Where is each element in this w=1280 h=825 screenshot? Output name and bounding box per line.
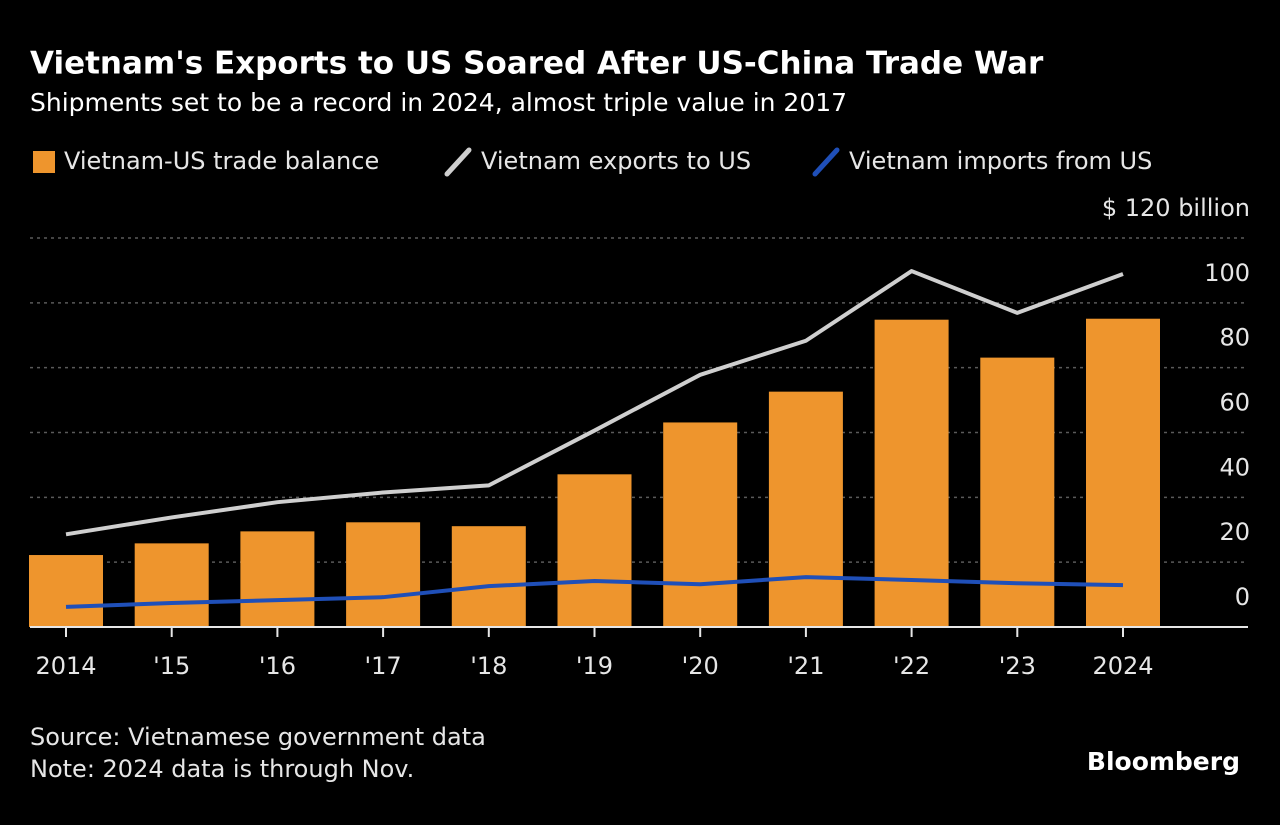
legend-label: Vietnam-US trade balance (64, 147, 379, 175)
bar (980, 357, 1055, 627)
source: Source: Vietnamese government data (30, 723, 486, 751)
legend-swatch (33, 151, 55, 173)
y-tick-label: $ 120 billion (1102, 194, 1250, 222)
legend-swatch (444, 147, 472, 177)
bar (29, 555, 103, 627)
chart-title: Vietnam's Exports to US Soared After US-… (30, 46, 1044, 82)
bar (346, 522, 421, 627)
y-tick-label: 60 (1219, 389, 1250, 417)
x-tick-label: '23 (999, 652, 1036, 680)
bar (768, 391, 843, 627)
y-tick-label: 80 (1219, 324, 1250, 352)
x-tick-label: '17 (365, 652, 402, 680)
x-tick-label: '21 (787, 652, 824, 680)
x-tick-label: '18 (470, 652, 507, 680)
x-tick-label: '16 (259, 652, 296, 680)
legend-label: Vietnam exports to US (481, 147, 751, 175)
x-tick-label: 2024 (1092, 652, 1153, 680)
bar (557, 474, 632, 627)
line (65, 575, 1124, 609)
x-tick-label: '20 (682, 652, 719, 680)
bar (240, 531, 315, 627)
bar (451, 526, 526, 627)
legend-swatch (812, 147, 840, 177)
legend-label: Vietnam imports from US (849, 147, 1152, 175)
y-tick-label: 20 (1219, 518, 1250, 546)
y-tick-label: 40 (1219, 453, 1250, 481)
x-tick-label: '22 (893, 652, 930, 680)
line (65, 269, 1124, 537)
bar (134, 543, 209, 627)
y-tick-label: 0 (1235, 583, 1250, 611)
note: Note: 2024 data is through Nov. (30, 755, 414, 783)
bar (874, 319, 949, 627)
x-tick-label: 2014 (35, 652, 96, 680)
bar (663, 422, 738, 627)
bar (1086, 318, 1160, 627)
chart-subtitle: Shipments set to be a record in 2024, al… (30, 88, 847, 117)
brand: Bloomberg (1087, 747, 1240, 776)
x-tick-label: '19 (576, 652, 613, 680)
y-tick-label: 100 (1204, 259, 1250, 287)
x-tick-label: '15 (153, 652, 190, 680)
